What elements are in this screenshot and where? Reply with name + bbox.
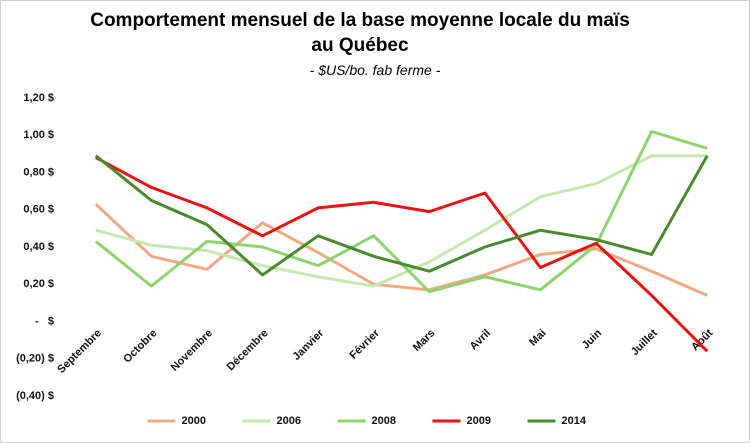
y-tick-label: 0,20 $ [23,278,54,290]
series-line [95,156,709,353]
y-tick-label: 1,00 $ [23,129,54,141]
legend-label: 2006 [277,415,301,427]
y-tick-label: (0,20) $ [16,353,54,365]
y-tick-label: 1,20 $ [23,92,54,104]
chart-subtitle: - $US/bo. fab ferme - [309,62,441,78]
y-tick-label: (0,40) $ [16,390,54,402]
legend-label: 2008 [372,415,396,427]
y-tick-label: - $ [35,315,54,327]
legend-label: 2014 [562,415,587,427]
series-line [94,154,709,277]
legend-label: 2009 [467,415,491,427]
y-tick-label: 0,60 $ [23,204,54,216]
chart-title: Comportement mensuel de la base moyenne … [90,10,630,56]
y-tick-label: 0,80 $ [23,166,54,178]
y-tick-label: 0,40 $ [23,241,54,253]
legend-label: 2000 [182,415,206,427]
